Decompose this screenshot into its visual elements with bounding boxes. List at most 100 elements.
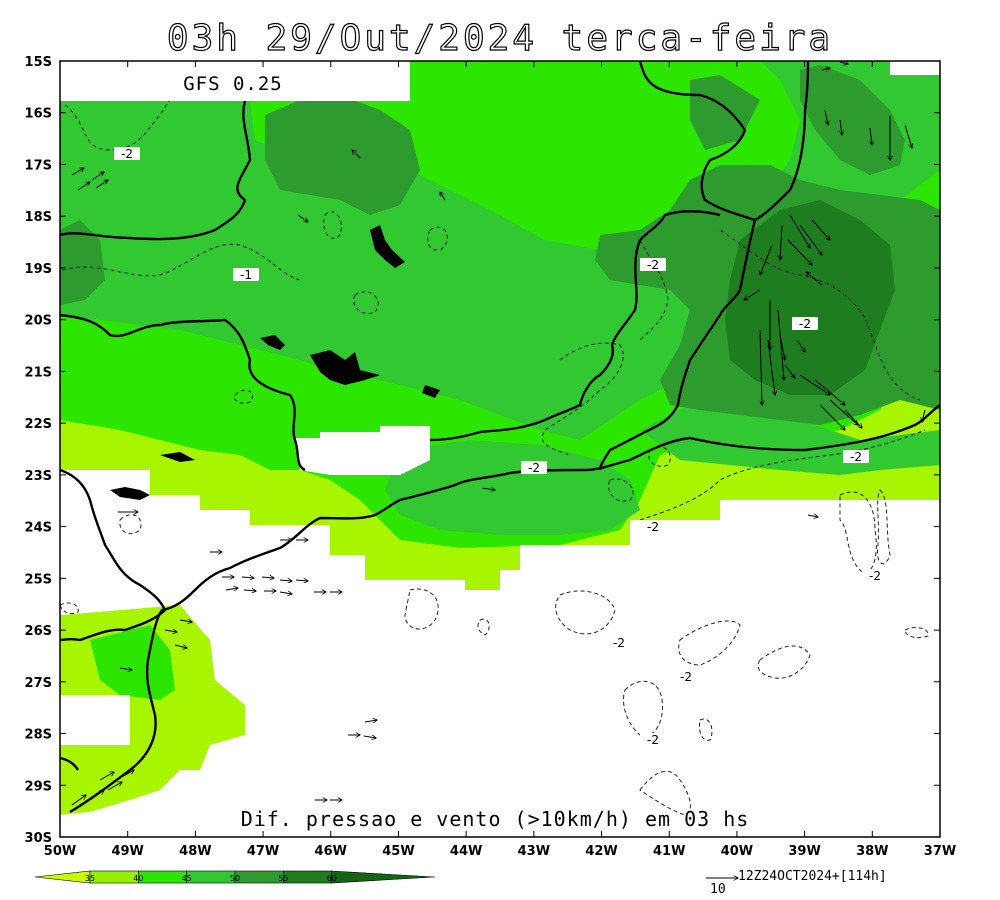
contour-label: -2 <box>521 461 547 475</box>
contour-label: -2 <box>792 317 818 331</box>
contour-label: -2 <box>862 569 888 583</box>
contour-label: -2 <box>114 147 140 161</box>
svg-text:-1: -1 <box>240 268 252 282</box>
field-gap <box>60 695 130 745</box>
colorbar-label: 40 <box>133 874 143 883</box>
field-gap <box>60 470 940 837</box>
lat-tick-label: 23S <box>25 469 52 484</box>
svg-text:-2: -2 <box>528 461 540 475</box>
lat-tick-label: 30S <box>25 831 52 846</box>
contour-label-group: -2 -1 -2 -2 -2 -2 -2 -2 -2 -2 -2 <box>114 147 888 747</box>
contour-label: -2 <box>640 520 666 534</box>
colorbar: 35 40 45 50 55 60 <box>34 870 436 884</box>
svg-text:-2: -2 <box>647 520 659 534</box>
wind-vectors <box>71 62 925 806</box>
svg-text:-2: -2 <box>680 670 692 684</box>
svg-text:-2: -2 <box>613 636 625 650</box>
map-title: 03h 29/Out/2024 terca-feira <box>166 17 834 59</box>
longitude-axis: 50W 49W 48W 47W 46W 45W 44W 43W 42W 41W 40W 39W 38W 3… <box>44 61 956 859</box>
state-border <box>60 313 306 472</box>
contour-label: -2 <box>640 258 666 272</box>
svg-text:-2: -2 <box>647 733 659 747</box>
state-border <box>60 756 80 771</box>
field-band-mid <box>385 440 640 535</box>
lakes <box>110 225 440 500</box>
colorbar-segment <box>34 870 91 884</box>
lon-tick-label: 50W <box>44 844 76 859</box>
contour-lines <box>60 84 929 816</box>
lon-tick-label: 46W <box>315 844 347 859</box>
latitude-axis: 15S 16S 17S 18S 19S 20S 21S 22S 23S 24S 25S 26S 27S 2… <box>25 55 940 846</box>
boundaries <box>60 61 940 814</box>
field-gap <box>890 61 940 75</box>
lat-tick-label: 21S <box>25 365 52 380</box>
lon-tick-label: 47W <box>247 844 279 859</box>
lat-tick-label: 15S <box>25 55 52 70</box>
pressure-field <box>60 61 940 837</box>
colorbar-segment <box>234 870 284 884</box>
lat-tick-label: 18S <box>25 210 52 225</box>
contour-label: -2 <box>606 636 632 650</box>
colorbar-segment <box>89 870 139 884</box>
vector-scale-label: 10 <box>710 882 726 897</box>
lon-tick-label: 39W <box>788 844 820 859</box>
svg-text:-2: -2 <box>121 147 133 161</box>
lat-tick-label: 24S <box>25 521 52 536</box>
colorbar-label: 50 <box>230 874 240 883</box>
colorbar-segment <box>186 870 236 884</box>
contour-label: -2 <box>640 733 666 747</box>
colorbar-label: 55 <box>278 874 288 883</box>
lat-tick-label: 17S <box>25 158 52 173</box>
lon-tick-label: 42W <box>585 844 617 859</box>
map-caption: Dif. pressao e vento (>10km/h) em 03 hs <box>241 807 750 831</box>
lon-tick-label: 44W <box>450 844 482 859</box>
lat-tick-label: 22S <box>25 417 52 432</box>
vector-scale: 10 <box>706 878 738 897</box>
lat-tick-label: 20S <box>25 314 52 329</box>
contour-label: -1 <box>233 268 259 282</box>
state-border <box>60 100 252 241</box>
state-border <box>598 219 757 471</box>
lat-tick-label: 27S <box>25 676 52 691</box>
svg-text:-2: -2 <box>850 450 862 464</box>
field-band-dark <box>60 220 105 305</box>
lat-tick-label: 28S <box>25 728 52 743</box>
state-border <box>639 210 721 241</box>
colorbar-label: 35 <box>85 874 95 883</box>
field-gap <box>295 426 430 475</box>
state-border <box>60 468 167 642</box>
colorbar-label: 60 <box>327 874 337 883</box>
model-label-box <box>60 61 410 101</box>
lon-tick-label: 49W <box>111 844 143 859</box>
colorbar-segment <box>331 870 436 884</box>
lon-tick-label: 40W <box>721 844 753 859</box>
plot-frame <box>59 60 941 838</box>
lon-tick-label: 45W <box>382 844 414 859</box>
lat-tick-label: 25S <box>25 572 52 587</box>
svg-text:-2: -2 <box>647 258 659 272</box>
svg-text:-2: -2 <box>799 317 811 331</box>
lon-tick-label: 43W <box>518 844 550 859</box>
lat-tick-label: 26S <box>25 624 52 639</box>
lon-tick-label: 41W <box>653 844 685 859</box>
svg-text:-2: -2 <box>869 569 881 583</box>
lat-tick-label: 16S <box>25 107 52 122</box>
state-border <box>638 61 810 222</box>
contour-label: -2 <box>673 670 699 684</box>
field-band-dark <box>690 75 760 150</box>
field-band-dark <box>800 65 905 175</box>
coastline <box>69 404 940 814</box>
state-border <box>429 239 642 442</box>
colorbar-label: 45 <box>182 874 192 883</box>
colorbar-segment <box>283 870 332 884</box>
field-band-bright <box>90 625 175 700</box>
lon-tick-label: 38W <box>856 844 888 859</box>
run-info: 12Z24OCT2024+[114h] <box>738 869 887 884</box>
field-band-dark <box>265 95 420 215</box>
lat-tick-label: 29S <box>25 779 52 794</box>
model-label: GFS 0.25 <box>183 73 283 95</box>
lat-tick-label: 19S <box>25 262 52 277</box>
contour-label: -2 <box>843 450 869 464</box>
colorbar-segment <box>138 870 187 884</box>
